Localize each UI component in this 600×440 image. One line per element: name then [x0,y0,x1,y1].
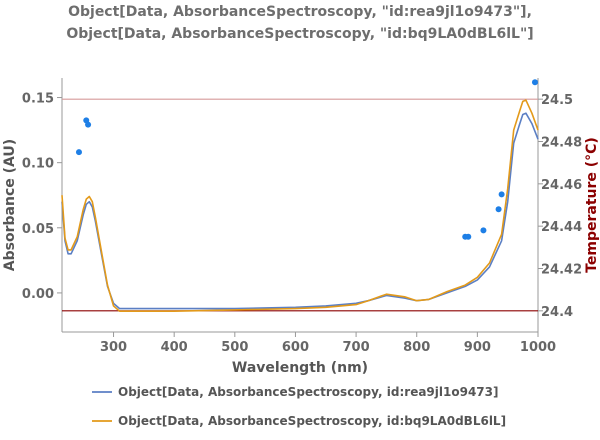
legend-entry-2: Object[Data, AbsorbanceSpectroscopy, id:… [118,414,506,428]
chart-title-line: Object[Data, AbsorbanceSpectroscopy, "id… [68,4,532,20]
temperature-point [495,206,502,213]
y2-tick-label: 24.4 [541,305,573,320]
x-tick-label: 800 [403,340,430,355]
legend-entry-1: Object[Data, AbsorbanceSpectroscopy, id:… [118,385,498,399]
x-tick-label: 500 [221,340,248,355]
temperature-point [480,227,487,234]
y-tick-label: 0.15 [22,92,54,107]
y-tick-label: 0.00 [22,287,54,302]
y2-tick-label: 24.46 [541,178,582,193]
y-tick-label: 0.05 [22,222,54,237]
series-line-2 [61,99,539,313]
y-tick-label: 0.10 [22,157,54,172]
x-tick-label: 1000 [520,340,556,355]
temperature-point [465,233,472,240]
y2-tick-label: 24.44 [541,220,582,235]
temperature-point [75,149,82,156]
y2-tick-label: 24.5 [541,93,573,108]
chart-title-line: Object[Data, AbsorbanceSpectroscopy, "id… [66,26,533,42]
x-axis-label: Wavelength (nm) [232,360,368,376]
temperature-point [531,79,538,86]
x-tick-label: 900 [464,340,491,355]
temperature-point [498,191,505,198]
y2-tick-label: 24.42 [541,263,582,278]
x-tick-label: 600 [282,340,309,355]
y2-tick-label: 24.48 [541,136,582,151]
x-tick-label: 300 [100,340,127,355]
x-tick-label: 400 [161,340,188,355]
temperature-point [85,121,92,128]
y2-axis-label: Temperature (°C) [584,137,600,273]
series-line-1 [61,112,539,310]
x-tick-label: 700 [343,340,370,355]
y-axis-label: Absorbance (AU) [2,139,18,271]
